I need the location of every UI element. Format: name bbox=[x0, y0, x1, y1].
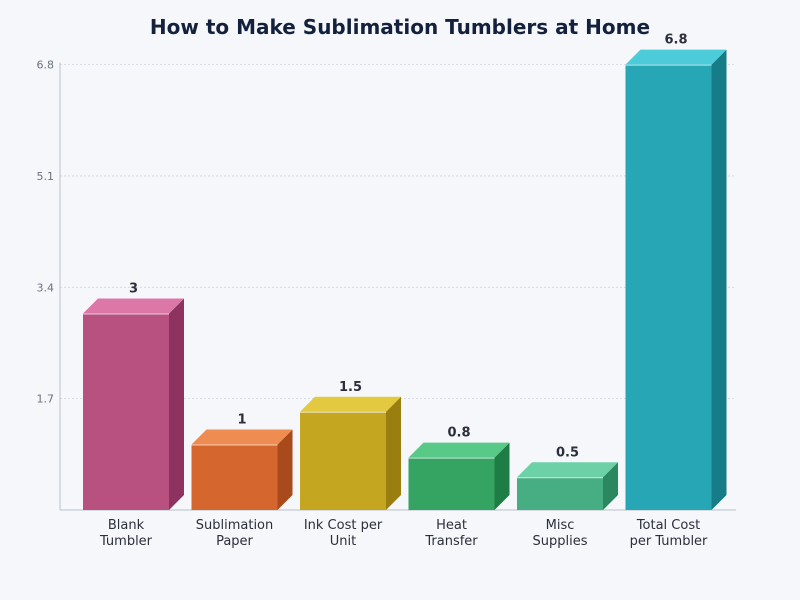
y-tick-label: 3.4 bbox=[37, 281, 55, 294]
x-tick-label: Unit bbox=[330, 534, 356, 549]
x-tick-label: Total Cost bbox=[636, 518, 700, 533]
bar-value-label: 0.8 bbox=[447, 426, 470, 441]
bars bbox=[83, 49, 727, 510]
bar bbox=[83, 298, 184, 510]
axes: 1.7 3.4 5.1 6.8 bbox=[37, 59, 736, 511]
y-tick-label: 1.7 bbox=[37, 393, 55, 406]
bar-side bbox=[169, 298, 184, 510]
bar-front bbox=[625, 64, 712, 510]
bar-front bbox=[83, 313, 169, 510]
bar-side bbox=[386, 396, 401, 510]
bar-front bbox=[191, 444, 278, 510]
bar-top bbox=[83, 298, 184, 314]
x-tick-label: Transfer bbox=[424, 534, 478, 549]
bar-top bbox=[191, 429, 293, 445]
bar-front bbox=[300, 411, 386, 510]
bar bbox=[300, 396, 401, 510]
x-tick-label: Ink Cost per bbox=[304, 518, 383, 533]
bar-top bbox=[517, 462, 618, 478]
chart-title: How to Make Sublimation Tumblers at Home bbox=[150, 15, 650, 39]
bar-side bbox=[603, 462, 618, 510]
bar-value-label: 6.8 bbox=[664, 33, 687, 48]
bar-front bbox=[408, 457, 495, 510]
x-tick-label: per Tumbler bbox=[630, 534, 708, 549]
x-tick-label: Tumbler bbox=[99, 534, 153, 549]
bar-front bbox=[517, 477, 603, 510]
bar bbox=[517, 462, 618, 510]
x-tick-label: Supplies bbox=[533, 534, 588, 549]
y-tick-label: 5.1 bbox=[37, 170, 55, 183]
bar-side bbox=[711, 49, 727, 510]
bar-value-label: 1.5 bbox=[339, 380, 362, 395]
bar-top bbox=[408, 442, 510, 458]
bar bbox=[625, 49, 727, 510]
bar-value-label: 1 bbox=[237, 413, 246, 428]
bar bbox=[408, 442, 510, 510]
x-tick-label: Misc bbox=[546, 518, 575, 533]
x-tick-label: Heat bbox=[436, 518, 467, 533]
bar bbox=[191, 429, 293, 510]
bar-value-label: 0.5 bbox=[556, 445, 579, 460]
y-tick-label: 6.8 bbox=[37, 59, 55, 72]
x-tick-label: Blank bbox=[108, 518, 145, 533]
x-tick-label: Sublimation bbox=[196, 518, 274, 533]
bar-value-label: 3 bbox=[129, 282, 138, 297]
bar-top bbox=[300, 396, 401, 412]
x-tick-label: Paper bbox=[216, 534, 253, 549]
bar-top bbox=[625, 49, 727, 65]
bar-side bbox=[277, 429, 293, 510]
bar-side bbox=[494, 442, 510, 510]
